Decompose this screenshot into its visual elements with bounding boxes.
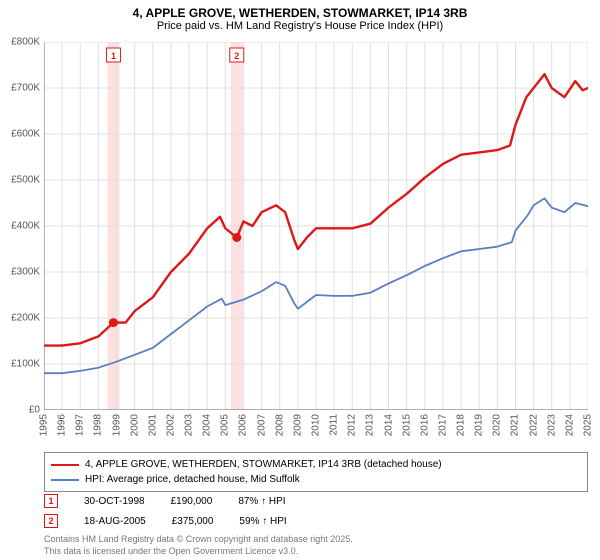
x-tick-label: 2018 bbox=[456, 414, 467, 436]
y-tick-label: £400K bbox=[11, 221, 40, 232]
copyright-line-2: This data is licensed under the Open Gov… bbox=[44, 546, 588, 558]
sale-row-1: 1 30-OCT-1998 £190,000 87% ↑ HPI bbox=[44, 494, 588, 508]
copyright: Contains HM Land Registry data © Crown c… bbox=[44, 534, 588, 557]
x-tick-label: 2022 bbox=[528, 414, 539, 436]
svg-text:2: 2 bbox=[234, 51, 239, 61]
y-tick-label: £500K bbox=[11, 175, 40, 186]
svg-text:1: 1 bbox=[111, 51, 116, 61]
x-tick-label: 2010 bbox=[311, 414, 322, 436]
copyright-line-1: Contains HM Land Registry data © Crown c… bbox=[44, 534, 588, 546]
y-tick-label: £200K bbox=[11, 313, 40, 324]
x-tick-label: 2005 bbox=[220, 414, 231, 436]
legend-item-hpi: HPI: Average price, detached house, Mid … bbox=[51, 472, 581, 487]
legend: 4, APPLE GROVE, WETHERDEN, STOWMARKET, I… bbox=[44, 452, 588, 492]
x-tick-label: 2019 bbox=[474, 414, 485, 436]
x-tick-label: 1998 bbox=[93, 414, 104, 436]
x-tick-label: 2003 bbox=[184, 414, 195, 436]
x-tick-label: 1996 bbox=[57, 414, 68, 436]
x-tick-label: 2023 bbox=[546, 414, 557, 436]
y-tick-label: £100K bbox=[11, 359, 40, 370]
y-tick-label: £800K bbox=[11, 37, 40, 48]
x-tick-label: 2020 bbox=[492, 414, 503, 436]
x-tick-label: 2007 bbox=[256, 414, 267, 436]
sale-date: 30-OCT-1998 bbox=[84, 496, 145, 507]
legend-swatch-red bbox=[51, 464, 79, 466]
x-axis-labels: 1995199619971998199920002001200220032004… bbox=[44, 412, 588, 452]
sale-delta: 59% ↑ HPI bbox=[239, 516, 286, 527]
legend-label-property: 4, APPLE GROVE, WETHERDEN, STOWMARKET, I… bbox=[85, 457, 442, 472]
plot-area: 12 bbox=[44, 42, 588, 410]
x-tick-label: 2006 bbox=[238, 414, 249, 436]
y-axis-labels: £0£100K£200K£300K£400K£500K£600K£700K£80… bbox=[0, 42, 42, 410]
x-tick-label: 1995 bbox=[39, 414, 50, 436]
sale-date: 18-AUG-2005 bbox=[84, 516, 146, 527]
x-tick-label: 2008 bbox=[274, 414, 285, 436]
x-tick-label: 1999 bbox=[111, 414, 122, 436]
sale-delta: 87% ↑ HPI bbox=[238, 496, 285, 507]
sale-marker-icon: 2 bbox=[44, 514, 58, 528]
plot-svg: 12 bbox=[44, 42, 588, 410]
sale-row-2: 2 18-AUG-2005 £375,000 59% ↑ HPI bbox=[44, 514, 588, 528]
x-tick-label: 2001 bbox=[147, 414, 158, 436]
page-subtitle: Price paid vs. HM Land Registry's House … bbox=[0, 20, 600, 32]
sale-marker-icon: 1 bbox=[44, 494, 58, 508]
x-tick-label: 2000 bbox=[129, 414, 140, 436]
x-tick-label: 2009 bbox=[292, 414, 303, 436]
x-tick-label: 2012 bbox=[347, 414, 358, 436]
x-tick-label: 2014 bbox=[383, 414, 394, 436]
x-tick-label: 2002 bbox=[165, 414, 176, 436]
x-tick-label: 2013 bbox=[365, 414, 376, 436]
x-tick-label: 2017 bbox=[437, 414, 448, 436]
sale-price: £190,000 bbox=[171, 496, 213, 507]
y-tick-label: £300K bbox=[11, 267, 40, 278]
x-tick-label: 2016 bbox=[419, 414, 430, 436]
x-tick-label: 2021 bbox=[510, 414, 521, 436]
y-tick-label: £600K bbox=[11, 129, 40, 140]
title-block: 4, APPLE GROVE, WETHERDEN, STOWMARKET, I… bbox=[0, 0, 600, 32]
legend-swatch-blue bbox=[51, 479, 79, 481]
x-tick-label: 2011 bbox=[329, 414, 340, 436]
legend-item-property: 4, APPLE GROVE, WETHERDEN, STOWMARKET, I… bbox=[51, 457, 581, 472]
x-tick-label: 2015 bbox=[401, 414, 412, 436]
sale-price: £375,000 bbox=[172, 516, 214, 527]
x-tick-label: 2025 bbox=[583, 414, 594, 436]
x-tick-label: 2004 bbox=[202, 414, 213, 436]
x-tick-label: 2024 bbox=[564, 414, 575, 436]
legend-label-hpi: HPI: Average price, detached house, Mid … bbox=[85, 472, 300, 487]
y-tick-label: £700K bbox=[11, 83, 40, 94]
x-tick-label: 1997 bbox=[75, 414, 86, 436]
page-title: 4, APPLE GROVE, WETHERDEN, STOWMARKET, I… bbox=[0, 6, 600, 20]
